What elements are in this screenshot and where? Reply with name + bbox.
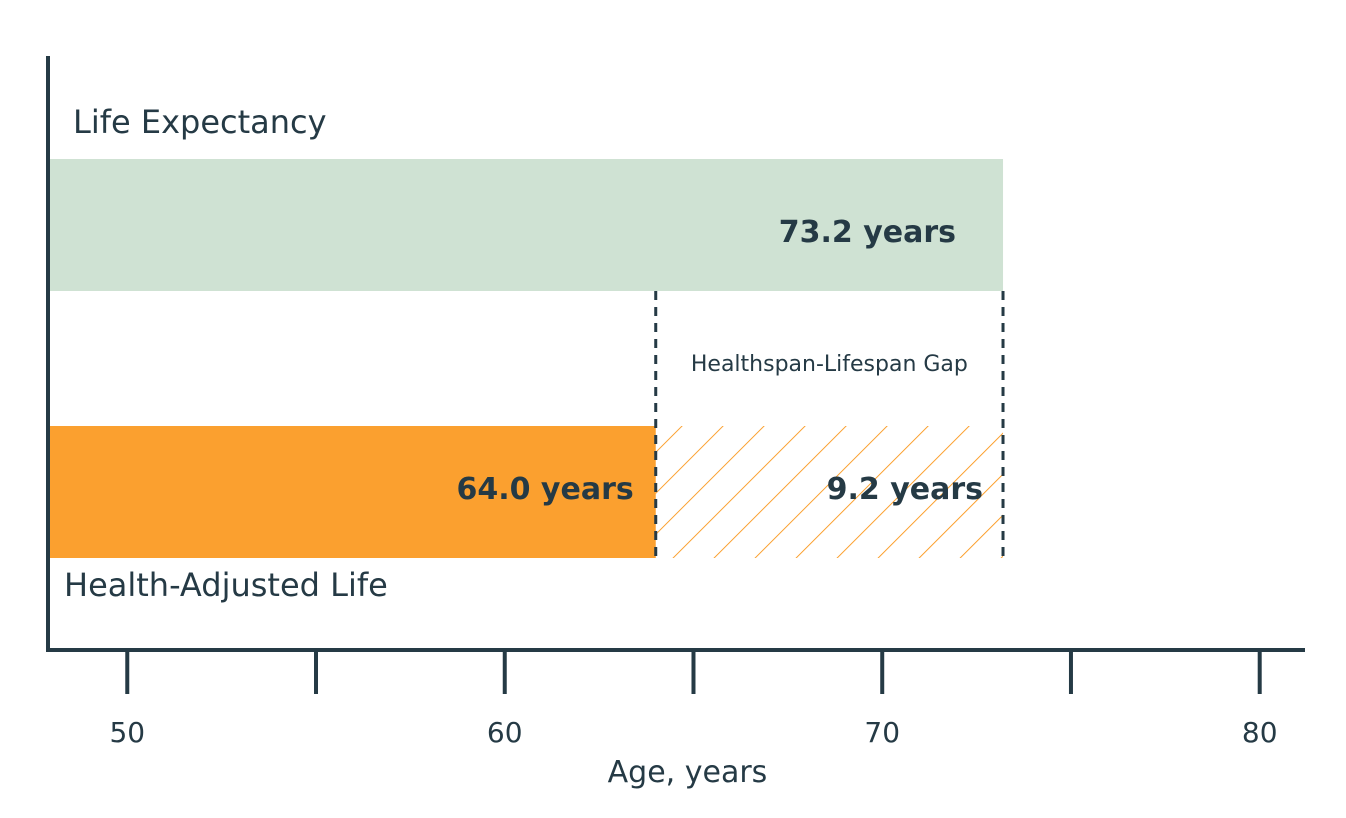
x-tick-label-60: 60: [487, 716, 523, 749]
gap-hatch-area: [655, 426, 1004, 558]
value-label-health-adjusted-life: 64.0 years: [456, 472, 633, 507]
x-tick-label-50: 50: [109, 716, 145, 749]
bar-life-expectancy: [48, 159, 1004, 291]
series-name-life-expectancy: Life Expectancy: [73, 103, 327, 141]
gap-label: Healthspan-Lifespan Gap: [691, 352, 968, 377]
x-axis-title: Age, years: [608, 755, 768, 790]
gap-value-label: 9.2 years: [827, 472, 983, 507]
x-axis-ticks: 50 60 70 80: [109, 650, 1278, 749]
bar-health-adjusted-life: [48, 426, 656, 558]
x-tick-label-70: 70: [864, 716, 900, 749]
value-label-life-expectancy: 73.2 years: [779, 215, 956, 250]
x-tick-label-80: 80: [1242, 716, 1278, 749]
series-name-health-adjusted-life: Health-Adjusted Life: [64, 566, 388, 604]
